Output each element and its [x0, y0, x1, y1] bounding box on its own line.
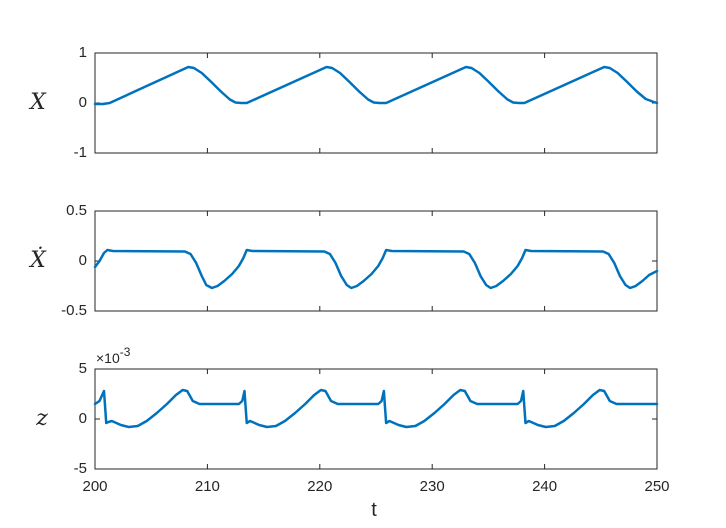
y-tick-label: 1 [79, 44, 87, 61]
y-axis-label: X [28, 90, 47, 115]
x-tick-label: 200 [82, 478, 107, 495]
y-axis-label: z [35, 406, 48, 431]
x-tick-label: 230 [420, 478, 445, 495]
y-exponent-label: ×10-3 [96, 345, 131, 366]
y-tick-label: -1 [74, 144, 87, 161]
axes-box [94, 368, 658, 470]
y-tick-label: 0.5 [66, 202, 87, 219]
x-tick-label: 250 [644, 478, 669, 495]
y-tick-label: -0.5 [61, 302, 87, 319]
x-axis-label: t [371, 499, 377, 521]
x-tick-label: 210 [195, 478, 220, 495]
panel-x: X -1 0 1 [28, 44, 659, 161]
x-tick-label: 240 [532, 478, 557, 495]
y-tick-label: 5 [79, 360, 87, 377]
y-tick-label: -5 [74, 460, 87, 477]
panel-x-dot: Ẋ -0.5 0 0.5 [28, 202, 659, 319]
y-axis-label: Ẋ [28, 246, 47, 273]
axes-box [94, 210, 658, 312]
x-tick-label: 220 [307, 478, 332, 495]
panel-z: z ×10-3 -5 0 5 200 210 220 230 240 250 t [35, 345, 669, 521]
series-line [93, 388, 659, 429]
y-tick-label: 0 [79, 252, 87, 269]
y-tick-label: 0 [79, 94, 87, 111]
series-line [93, 65, 659, 106]
y-tick-label: 0 [79, 410, 87, 427]
series-line [93, 248, 659, 290]
